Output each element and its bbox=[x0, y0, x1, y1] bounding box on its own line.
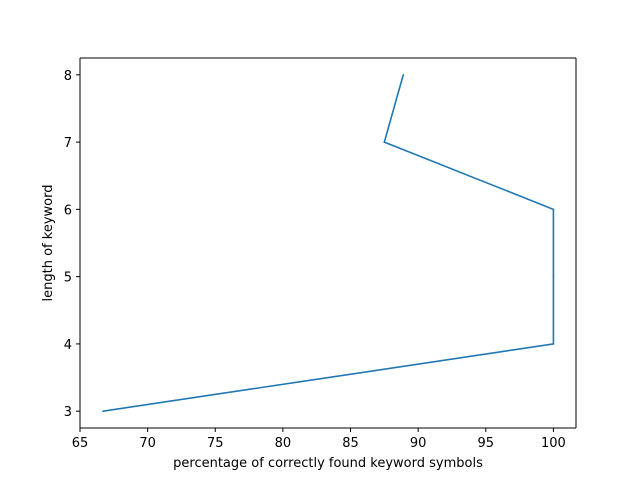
x-tick-label: 95 bbox=[478, 436, 495, 451]
x-axis-label: percentage of correctly found keyword sy… bbox=[173, 456, 483, 471]
x-ticks: 65 70 75 80 85 90 95 100 bbox=[72, 428, 566, 451]
y-tick-label: 3 bbox=[64, 405, 72, 420]
data-point bbox=[383, 141, 386, 143]
x-tick-label: 85 bbox=[342, 436, 359, 451]
x-tick-label: 80 bbox=[275, 436, 292, 451]
data-point bbox=[402, 74, 405, 76]
data-point bbox=[552, 208, 555, 211]
x-tick-label: 90 bbox=[410, 436, 427, 451]
y-tick-label: 4 bbox=[64, 338, 72, 353]
y-tick-label: 5 bbox=[64, 271, 72, 286]
y-ticks: 3 4 5 6 7 8 bbox=[64, 69, 80, 420]
y-axis-label: length of keyword bbox=[41, 185, 56, 302]
x-tick-label: 65 bbox=[72, 436, 89, 451]
x-tick-label: 70 bbox=[139, 436, 156, 451]
plot-area bbox=[80, 58, 576, 428]
y-tick-label: 7 bbox=[64, 136, 72, 151]
data-point bbox=[552, 275, 555, 278]
x-tick-label: 100 bbox=[541, 436, 566, 451]
x-tick-label: 75 bbox=[207, 436, 224, 451]
data-point bbox=[102, 410, 104, 412]
axes-layer bbox=[79, 57, 577, 429]
data-point bbox=[552, 343, 555, 345]
series-layer bbox=[102, 74, 555, 412]
y-tick-label: 8 bbox=[64, 69, 72, 84]
y-tick-label: 6 bbox=[64, 203, 72, 218]
series-line bbox=[102, 74, 555, 412]
